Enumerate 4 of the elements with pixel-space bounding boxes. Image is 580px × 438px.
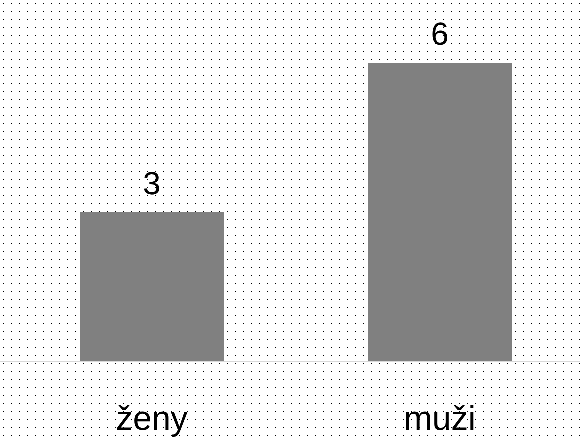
- x-tick-label: muži: [404, 400, 476, 438]
- data-label: 3: [143, 166, 161, 202]
- data-label: 6: [431, 16, 449, 52]
- x-tick-label: ženy: [116, 400, 188, 438]
